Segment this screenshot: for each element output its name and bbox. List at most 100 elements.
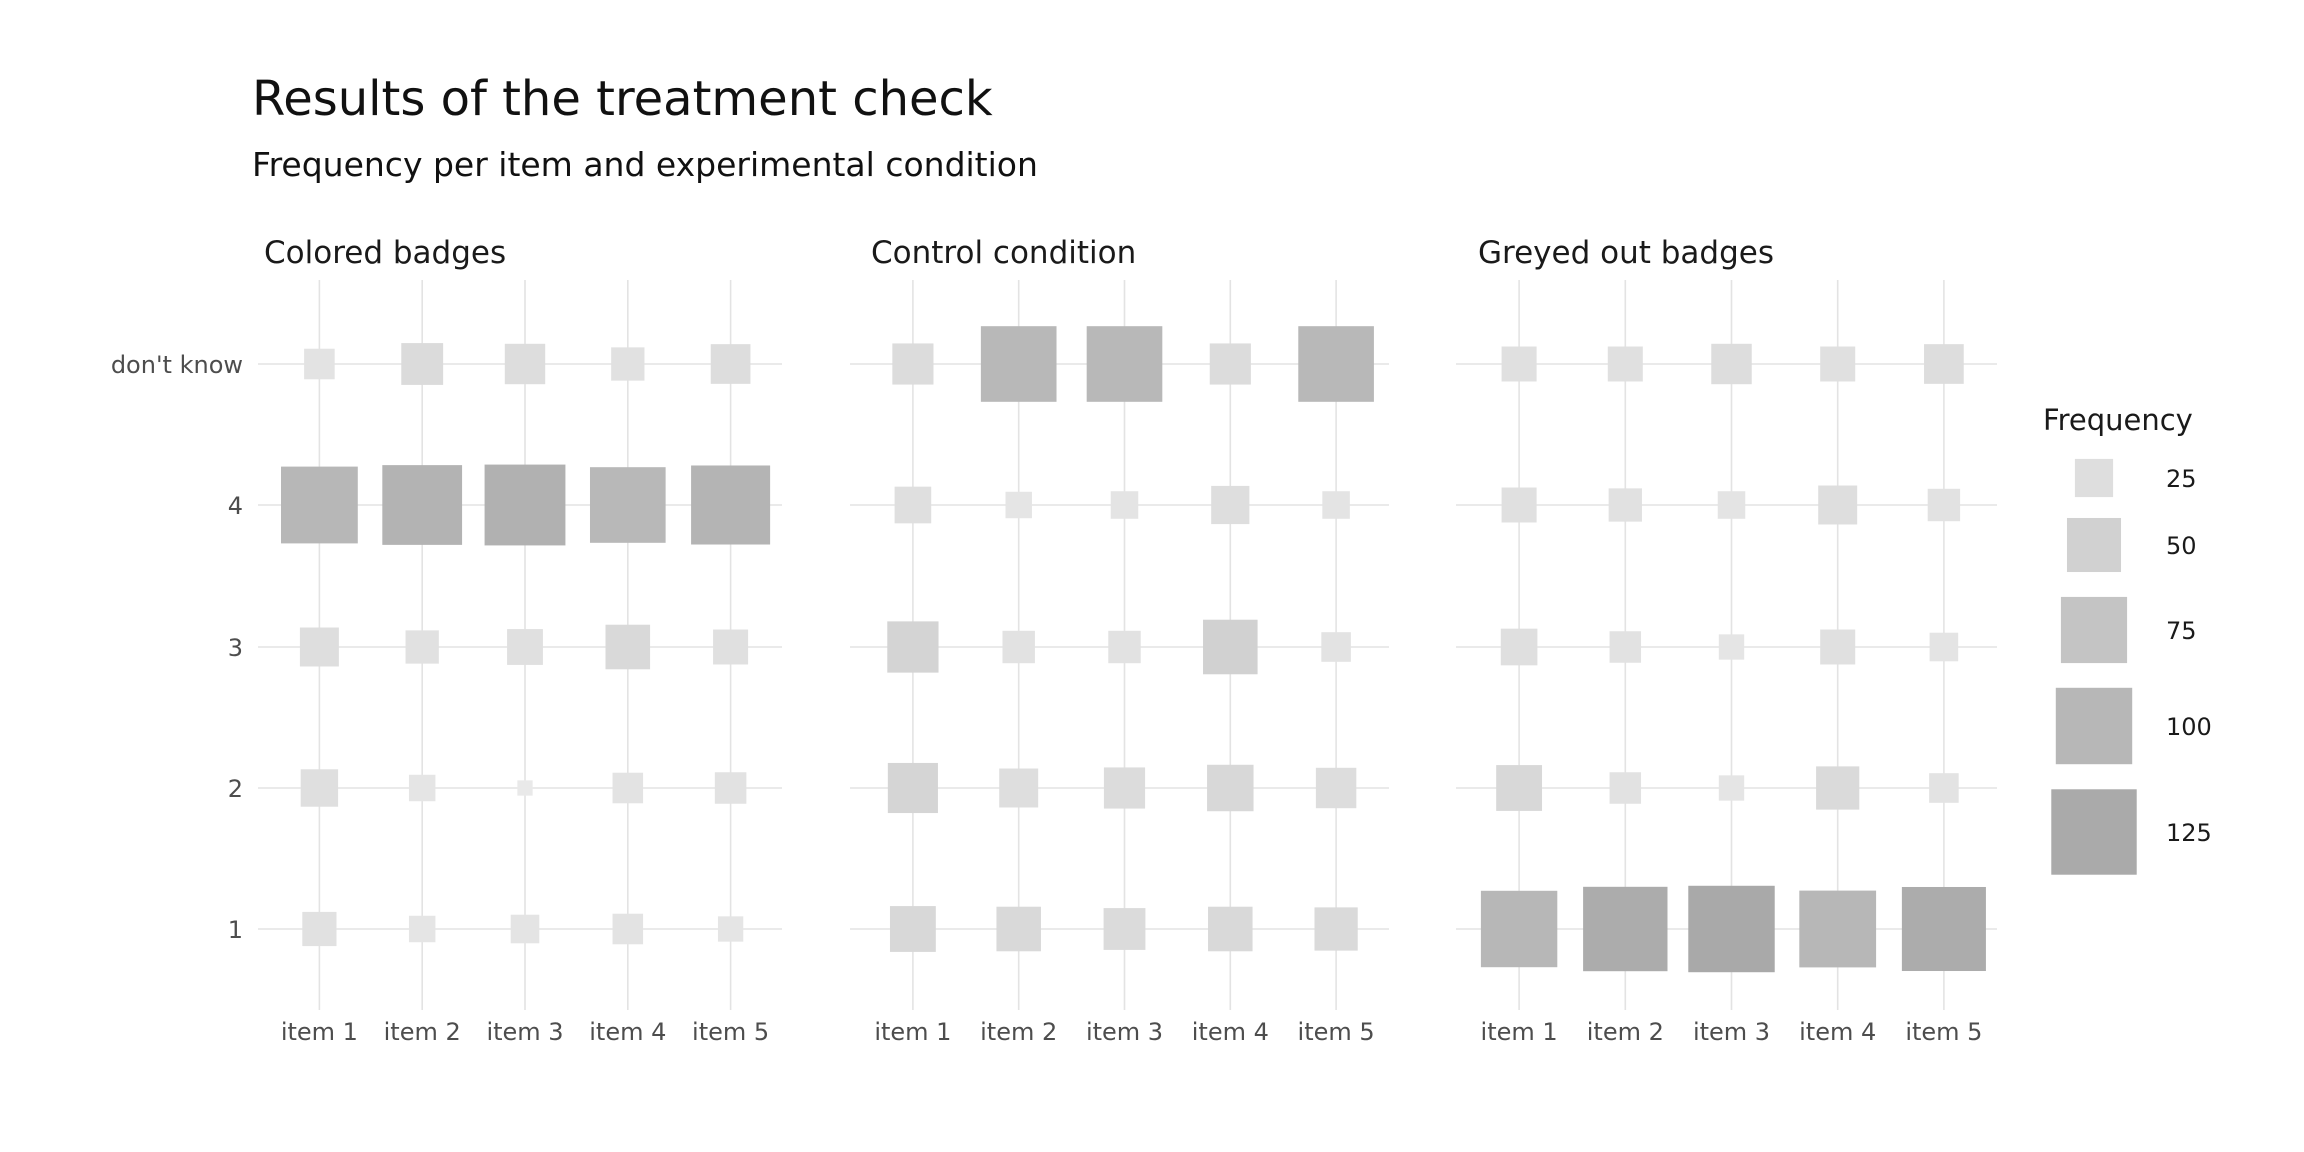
tile-control-condition-item-2-2 [999,768,1039,808]
y-tick-label-4: 4 [228,492,243,520]
legend-label-25: 25 [2166,465,2197,493]
tile-greyed-out-badges-item-3-don-t-know [1711,343,1752,385]
panel-body-greyed-out-badges: item 1 item 2 item 3 item 4 item 5 [1456,280,1997,1046]
tile-colored-badges-item-4-3 [605,624,651,670]
tile-colored-badges-item-2-don-t-know [401,343,444,385]
tile-control-condition-item-1-1 [889,906,936,952]
panel-body-colored-badges: item 1 item 2 item 3 item 4 item 5 [258,280,782,1046]
x-tick-label-control-condition-item-2: item 2 [980,1018,1057,1046]
x-tick-label-colored-badges-item-1: item 1 [281,1018,358,1046]
tile-control-condition-item-5-3 [1321,632,1351,662]
tile-control-condition-item-1-2 [887,762,938,814]
tile-colored-badges-item-4-4 [589,467,666,543]
y-tick-label-1: 1 [228,916,243,944]
tile-greyed-out-badges-item-5-2 [1929,773,1959,803]
tile-colored-badges-item-5-don-t-know [710,344,751,384]
tile-colored-badges-item-5-3 [713,629,749,665]
tile-control-condition-item-2-3 [1002,630,1035,664]
x-tick-label-colored-badges-item-3: item 3 [486,1018,563,1046]
panel-control-condition: Control condition item 1 item 2 item 3 item… [850,235,1389,1046]
tile-greyed-out-badges-item-4-3 [1820,629,1856,665]
tile-control-condition-item-4-3 [1203,619,1258,675]
tile-greyed-out-badges-item-2-1 [1583,886,1668,972]
tile-colored-badges-item-1-2 [300,769,339,807]
tile-colored-badges-item-4-2 [612,772,644,804]
tile-colored-badges-item-2-2 [408,774,436,802]
tile-colored-badges-item-3-4 [484,464,566,546]
tile-colored-badges-item-5-1 [717,916,744,942]
panel-title-colored-badges: Colored badges [264,235,506,271]
tile-control-condition-item-4-4 [1211,485,1250,525]
tile-greyed-out-badges-item-2-4 [1608,488,1642,522]
panel-greyed-out-badges: Greyed out badges item 1 item 2 item 3 item… [1456,235,1997,1046]
legend-key-25 [2074,458,2114,498]
tile-greyed-out-badges-item-1-4 [1501,487,1537,523]
tile-control-condition-item-4-don-t-know [1209,343,1251,385]
tile-control-condition-item-3-3 [1108,630,1141,664]
x-tick-label-greyed-out-badges-item-4: item 4 [1799,1018,1876,1046]
panel-title-control-condition: Control condition [871,235,1136,271]
x-tick-label-colored-badges-item-2: item 2 [384,1018,461,1046]
tile-colored-badges-item-1-don-t-know [304,348,335,380]
tile-control-condition-item-5-1 [1314,907,1358,951]
x-tick-label-greyed-out-badges-item-3: item 3 [1693,1018,1770,1046]
tile-control-condition-item-3-2 [1103,767,1146,809]
y-tick-label-don-t-know: don't know [111,351,243,379]
tile-colored-badges-item-1-1 [302,911,337,947]
legend-key-75 [2060,596,2128,664]
panel-title-greyed-out-badges: Greyed out badges [1478,235,1774,271]
tile-control-condition-item-3-1 [1103,908,1146,950]
tile-colored-badges-item-3-2 [517,780,533,796]
tile-colored-badges-item-1-3 [299,627,339,667]
legend-label-100: 100 [2166,713,2212,741]
tile-greyed-out-badges-item-3-1 [1688,885,1775,973]
legend-label-125: 125 [2166,819,2212,847]
tile-greyed-out-badges-item-3-2 [1718,775,1745,801]
tile-greyed-out-badges-item-5-3 [1929,632,1959,662]
tile-greyed-out-badges-item-2-3 [1609,631,1642,663]
y-axis-labels: 1 2 3 4 don't know [111,351,243,944]
chart-title: Results of the treatment check [252,71,993,127]
chart-subtitle: Frequency per item and experimental cond… [252,145,1038,184]
tile-colored-badges-item-2-1 [408,915,436,943]
tile-control-condition-item-5-don-t-know [1298,326,1374,402]
tile-control-condition-item-3-4 [1110,491,1139,519]
tile-greyed-out-badges-item-5-1 [1901,886,1986,972]
tile-control-condition-item-5-4 [1322,491,1350,519]
tile-control-condition-item-1-don-t-know [892,343,934,385]
tile-colored-badges-item-5-2 [714,772,747,804]
tile-colored-badges-item-2-4 [382,465,463,545]
legend-title: Frequency [2043,403,2193,437]
tile-colored-badges-item-5-4 [691,465,771,545]
tile-greyed-out-badges-item-4-1 [1799,890,1877,968]
tile-control-condition-item-1-3 [887,621,939,673]
tile-colored-badges-item-4-don-t-know [611,347,645,381]
x-tick-label-colored-badges-item-5: item 5 [692,1018,769,1046]
tile-control-condition-item-3-don-t-know [1086,326,1163,402]
legend-label-50: 50 [2166,532,2197,560]
legend: Frequency 25 50 75 100 125 [2043,403,2212,875]
tile-colored-badges-item-3-1 [510,914,540,944]
tile-greyed-out-badges-item-2-don-t-know [1607,346,1643,382]
legend-key-50 [2066,517,2122,573]
tile-control-condition-item-2-1 [996,906,1041,952]
legend-items: 25 50 75 100 125 [2051,458,2212,875]
tile-control-condition-item-4-1 [1208,906,1253,952]
panel-body-control-condition: item 1 item 2 item 3 item 4 item 5 [850,280,1389,1046]
tile-colored-badges-item-2-3 [405,630,439,664]
tile-control-condition-item-2-don-t-know [980,326,1057,402]
x-tick-label-control-condition-item-3: item 3 [1086,1018,1163,1046]
tile-colored-badges-item-1-4 [281,466,358,544]
x-tick-label-control-condition-item-5: item 5 [1298,1018,1375,1046]
tile-control-condition-item-4-2 [1207,764,1254,812]
tile-greyed-out-badges-item-4-2 [1816,766,1860,810]
tile-greyed-out-badges-item-1-1 [1480,890,1558,968]
x-tick-label-control-condition-item-1: item 1 [874,1018,951,1046]
tile-greyed-out-badges-item-3-3 [1718,634,1745,660]
tile-greyed-out-badges-item-2-2 [1609,772,1642,804]
tile-greyed-out-badges-item-3-4 [1717,491,1746,519]
x-tick-label-greyed-out-badges-item-5: item 5 [1905,1018,1982,1046]
tile-control-condition-item-2-4 [1005,491,1032,519]
